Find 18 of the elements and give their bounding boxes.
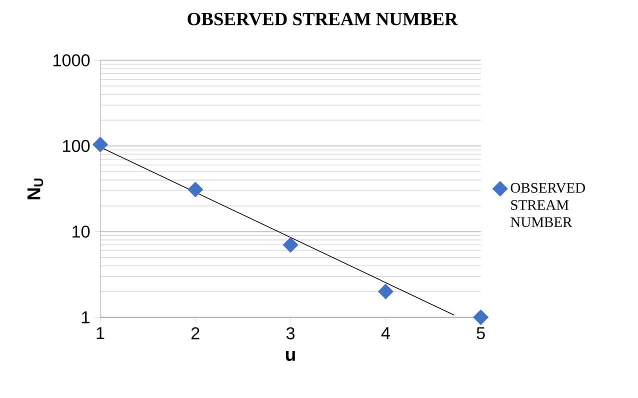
x-axis-title: u: [286, 350, 295, 361]
point: [188, 182, 204, 198]
point: [473, 309, 489, 325]
y-tick-label: 100: [63, 140, 90, 152]
y-tick-label: 1000: [54, 54, 90, 66]
y-axis-title: N$_{U}$: [27, 178, 44, 200]
x-tick-label: 5: [476, 327, 485, 340]
y-tick-label: 10: [72, 225, 90, 238]
x-tick-label: 3: [286, 327, 295, 340]
legend-label: OBSERVED STREAM NUMBER: [510, 182, 585, 227]
point: [282, 237, 298, 252]
x-tick-label: 2: [191, 327, 200, 340]
point: [378, 284, 394, 300]
chart-title: OBSERVED STREAM NUMBER: [188, 12, 458, 26]
y-tick-label: 1: [82, 311, 90, 324]
x-tick-label: 1: [96, 327, 104, 339]
x-tick-label: 4: [381, 327, 390, 339]
point: [92, 136, 108, 152]
